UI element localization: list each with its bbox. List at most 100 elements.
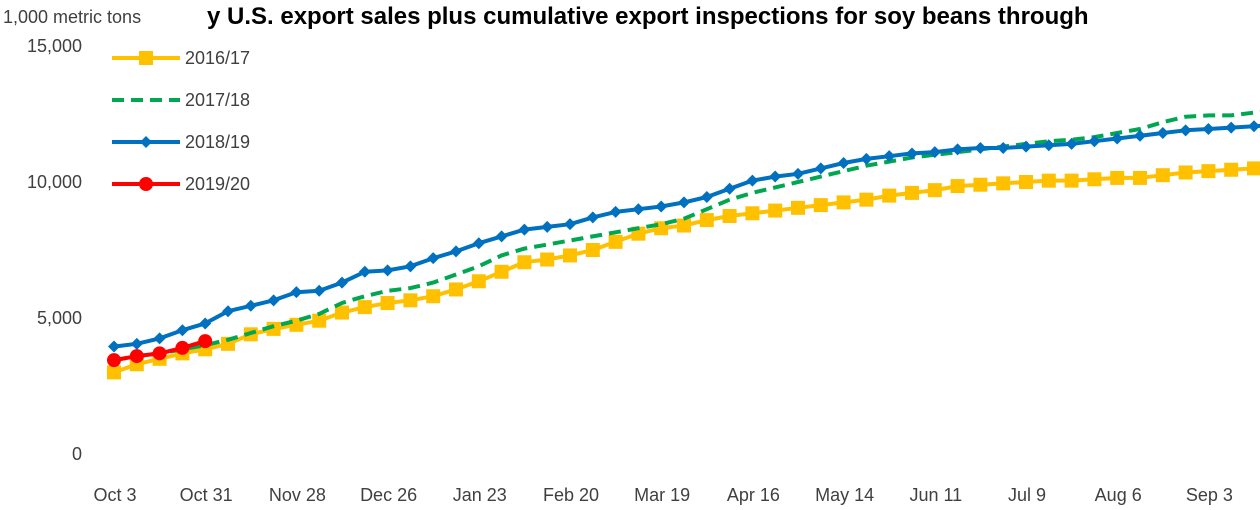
legend-marker	[139, 177, 153, 191]
data-point	[1133, 170, 1147, 185]
data-point	[564, 218, 576, 231]
data-point	[678, 196, 690, 209]
data-point	[974, 142, 987, 154]
x-tick-label: Feb 20	[543, 485, 599, 505]
x-tick-label: Oct 3	[93, 485, 136, 505]
data-point	[768, 203, 783, 218]
y-axis-tick-labels: 0 5,000 10,000 15,000	[27, 36, 82, 464]
data-point	[836, 195, 851, 210]
legend: 2016/17 2017/18 2018/19 2019/20	[112, 48, 250, 194]
x-tick-label: Nov 28	[269, 485, 326, 505]
data-point	[996, 176, 1011, 191]
data-point	[336, 276, 348, 289]
data-point	[175, 340, 190, 355]
data-point	[813, 198, 828, 213]
data-point	[244, 299, 257, 312]
data-point	[837, 156, 850, 169]
data-point	[449, 282, 463, 297]
series-2017-18	[113, 109, 1260, 363]
legend-label: 2017/18	[185, 90, 250, 110]
data-point	[152, 346, 167, 361]
x-tick-label: Apr 16	[727, 485, 780, 505]
legend-item: 2016/17	[112, 48, 250, 68]
data-point	[700, 190, 713, 203]
data-point	[107, 353, 121, 368]
series-2018-19	[108, 120, 1260, 353]
data-point	[540, 252, 555, 267]
data-point	[860, 152, 873, 165]
data-point	[313, 284, 326, 297]
data-point	[380, 296, 395, 311]
data-point	[1111, 132, 1124, 145]
data-point	[403, 293, 418, 308]
x-tick-label: Mar 19	[634, 485, 690, 505]
data-point	[609, 205, 622, 218]
x-axis-tick-labels: Oct 3 Oct 31 Nov 28 Dec 26 Jan 23 Feb 20 Mar 1…	[93, 485, 1232, 505]
data-point	[1178, 165, 1193, 180]
data-point	[1041, 173, 1056, 188]
data-point	[1179, 124, 1192, 137]
data-point	[1202, 122, 1215, 135]
data-point	[1247, 161, 1260, 176]
data-point	[905, 185, 919, 200]
data-point	[723, 182, 736, 195]
x-tick-label: Jul 9	[1008, 485, 1046, 505]
data-point	[357, 300, 372, 315]
data-point	[585, 243, 600, 257]
y-axis-unit-label: 1,000 metric tons	[3, 7, 141, 27]
data-point	[1042, 139, 1055, 152]
series-line	[113, 109, 1260, 363]
y-tick-label: 5,000	[37, 308, 82, 328]
data-point	[1134, 129, 1146, 142]
data-point	[450, 245, 462, 258]
data-point	[517, 255, 532, 270]
data-point	[746, 174, 759, 187]
data-point	[1201, 164, 1216, 179]
data-point	[495, 230, 508, 243]
data-point	[1248, 120, 1260, 133]
legend-label: 2018/19	[185, 132, 250, 152]
data-point	[1156, 127, 1169, 140]
data-point	[950, 179, 965, 194]
data-point	[427, 252, 440, 265]
data-point	[1019, 175, 1033, 189]
data-point	[198, 334, 213, 349]
series-line	[112, 166, 1260, 375]
data-point	[1110, 170, 1125, 185]
y-tick-label: 15,000	[27, 36, 82, 56]
data-point	[722, 209, 737, 223]
data-point	[129, 349, 144, 364]
data-point	[814, 162, 827, 175]
data-point	[153, 332, 166, 345]
x-tick-label: Jun 11	[909, 485, 962, 505]
legend-marker	[140, 136, 152, 148]
data-point	[290, 286, 303, 299]
data-point	[426, 289, 441, 304]
data-point	[176, 324, 189, 337]
x-tick-label: Sep 3	[1186, 485, 1233, 505]
data-point	[1088, 135, 1101, 148]
data-point	[312, 313, 327, 328]
legend-label: 2019/20	[185, 174, 250, 194]
data-point	[927, 183, 942, 198]
data-point	[973, 177, 988, 192]
data-point	[699, 213, 714, 228]
data-point	[222, 305, 234, 318]
data-point	[563, 248, 577, 263]
data-point	[472, 237, 485, 250]
data-point	[997, 142, 1010, 154]
legend-item: 2017/18	[112, 90, 250, 110]
series-line	[112, 123, 1260, 349]
data-point	[859, 192, 874, 207]
data-point	[108, 340, 120, 353]
data-point	[404, 260, 417, 273]
data-point	[381, 264, 394, 277]
data-point	[1225, 121, 1238, 134]
data-point	[471, 274, 486, 289]
data-point	[928, 146, 941, 159]
data-point	[199, 317, 212, 330]
data-point	[267, 294, 280, 307]
y-tick-label: 10,000	[27, 172, 82, 192]
data-point	[1020, 140, 1032, 153]
data-point	[677, 218, 691, 233]
